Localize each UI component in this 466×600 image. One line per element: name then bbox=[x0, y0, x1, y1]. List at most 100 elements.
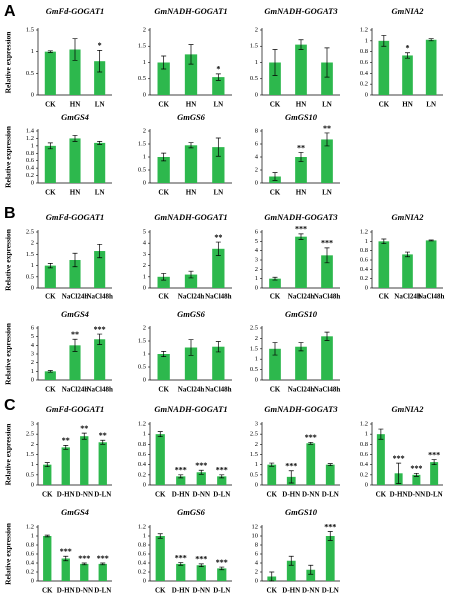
y-tick-label: 0 bbox=[143, 376, 146, 383]
bar bbox=[321, 139, 333, 183]
error-bar bbox=[157, 431, 163, 438]
bar bbox=[321, 62, 333, 95]
error-bar bbox=[47, 370, 53, 373]
bar bbox=[61, 447, 70, 485]
y-tick-label: 3 bbox=[255, 420, 258, 427]
x-tick-label: D-LN bbox=[213, 491, 230, 499]
y-tick-label: 1 bbox=[255, 59, 258, 66]
significance-label: *** bbox=[410, 464, 422, 473]
x-tick-label: D-NN bbox=[302, 491, 320, 499]
y-tick-label: 0 bbox=[31, 179, 34, 186]
y-tick-label: 0.6 bbox=[26, 157, 35, 164]
x-tick-label: D-NN bbox=[76, 491, 94, 499]
y-tick-label: 1.2 bbox=[360, 26, 368, 33]
x-tick-label: HN bbox=[402, 101, 413, 109]
x-tick-label: CK bbox=[158, 386, 169, 394]
y-axis-label: Relative expression bbox=[4, 228, 13, 291]
bar bbox=[44, 371, 56, 380]
y-tick-label: 4 bbox=[255, 247, 259, 254]
x-tick-label: D-HN bbox=[282, 491, 300, 499]
bar bbox=[306, 569, 316, 581]
error-bar bbox=[308, 564, 314, 575]
x-tick-label: NaCl24h bbox=[394, 293, 421, 301]
x-tick-label: CK bbox=[379, 101, 390, 109]
y-tick-label: 2 bbox=[255, 266, 258, 273]
x-tick-label: LN bbox=[213, 101, 223, 109]
error-bar bbox=[413, 472, 419, 477]
error-bar bbox=[324, 247, 330, 264]
y-tick-label: 1 bbox=[143, 431, 146, 438]
y-tick-label: 4 bbox=[255, 153, 259, 160]
error-bar bbox=[188, 339, 194, 356]
bar bbox=[376, 434, 385, 485]
y-tick-label: 1.5 bbox=[26, 251, 34, 258]
significance-label: * bbox=[98, 41, 102, 50]
error-bar bbox=[100, 439, 106, 445]
error-bar bbox=[157, 533, 163, 539]
bar bbox=[94, 251, 106, 288]
panel-label: B bbox=[4, 205, 16, 222]
chart-title: GmNADH-GOGAT3 bbox=[264, 212, 338, 222]
y-tick-label: 0.4 bbox=[360, 461, 369, 468]
y-tick-label: 2.5 bbox=[250, 324, 258, 331]
y-tick-label: 8 bbox=[255, 541, 258, 548]
y-tick-label: 5 bbox=[143, 228, 146, 235]
x-tick-label: CK bbox=[379, 293, 390, 301]
error-bar bbox=[63, 445, 69, 450]
chart-title: GmNADH-GOGAT3 bbox=[264, 6, 338, 16]
error-bar bbox=[298, 342, 304, 352]
bar bbox=[412, 474, 421, 485]
y-tick-label: 1 bbox=[255, 275, 258, 282]
y-tick-label: 1.5 bbox=[250, 345, 258, 352]
significance-label: *** bbox=[195, 555, 207, 564]
error-bar bbox=[219, 474, 225, 479]
y-tick-label: 1.5 bbox=[138, 140, 146, 147]
y-tick-label: 0.2 bbox=[360, 471, 368, 478]
error-bar bbox=[215, 341, 221, 353]
y-tick-label: 0.2 bbox=[360, 275, 368, 282]
x-tick-label: CK bbox=[270, 189, 281, 197]
error-bar bbox=[431, 459, 437, 466]
chart-title: GmGS6 bbox=[177, 507, 206, 517]
significance-label: ** bbox=[99, 431, 107, 440]
x-tick-label: NaCl24h bbox=[288, 386, 315, 394]
bar bbox=[295, 236, 307, 288]
y-tick-label: 1 bbox=[143, 153, 146, 160]
bar bbox=[44, 265, 56, 288]
chart-title: GmNADH-GOGAT3 bbox=[264, 404, 338, 414]
bar bbox=[269, 62, 281, 95]
x-tick-label: CK bbox=[158, 189, 169, 197]
significance-label: *** bbox=[97, 554, 109, 563]
error-bar bbox=[178, 474, 184, 479]
x-tick-label: CK bbox=[45, 189, 56, 197]
y-tick-label: 0.2 bbox=[138, 471, 146, 478]
x-tick-label: D-LN bbox=[322, 491, 339, 499]
y-tick-label: 0.4 bbox=[138, 559, 147, 566]
y-tick-label: 1 bbox=[31, 142, 34, 149]
error-bar bbox=[72, 338, 78, 352]
x-tick-label: LN bbox=[322, 101, 332, 109]
y-tick-label: 0.2 bbox=[26, 568, 34, 575]
error-bar bbox=[198, 563, 204, 567]
chart-title: GmFd-GOGAT1 bbox=[46, 404, 105, 414]
error-bar bbox=[324, 47, 330, 78]
y-axis-label: Relative expression bbox=[4, 31, 13, 94]
bar bbox=[94, 142, 106, 183]
significance-label: * bbox=[406, 44, 410, 53]
panel-label: A bbox=[4, 3, 16, 20]
bar bbox=[94, 339, 106, 380]
chart-title: GmGS4 bbox=[61, 507, 89, 517]
bar bbox=[295, 44, 307, 95]
error-bar bbox=[47, 50, 53, 53]
y-tick-label: 0.2 bbox=[138, 568, 146, 575]
error-bar bbox=[405, 251, 410, 258]
bar bbox=[425, 39, 437, 95]
bar bbox=[44, 51, 56, 95]
significance-label: *** bbox=[78, 554, 90, 563]
bar bbox=[44, 145, 56, 183]
bar bbox=[212, 248, 225, 288]
y-tick-label: 0 bbox=[143, 284, 146, 291]
y-tick-label: 0 bbox=[31, 91, 34, 98]
y-tick-label: 1 bbox=[143, 273, 146, 280]
y-tick-label: 3 bbox=[31, 420, 34, 427]
